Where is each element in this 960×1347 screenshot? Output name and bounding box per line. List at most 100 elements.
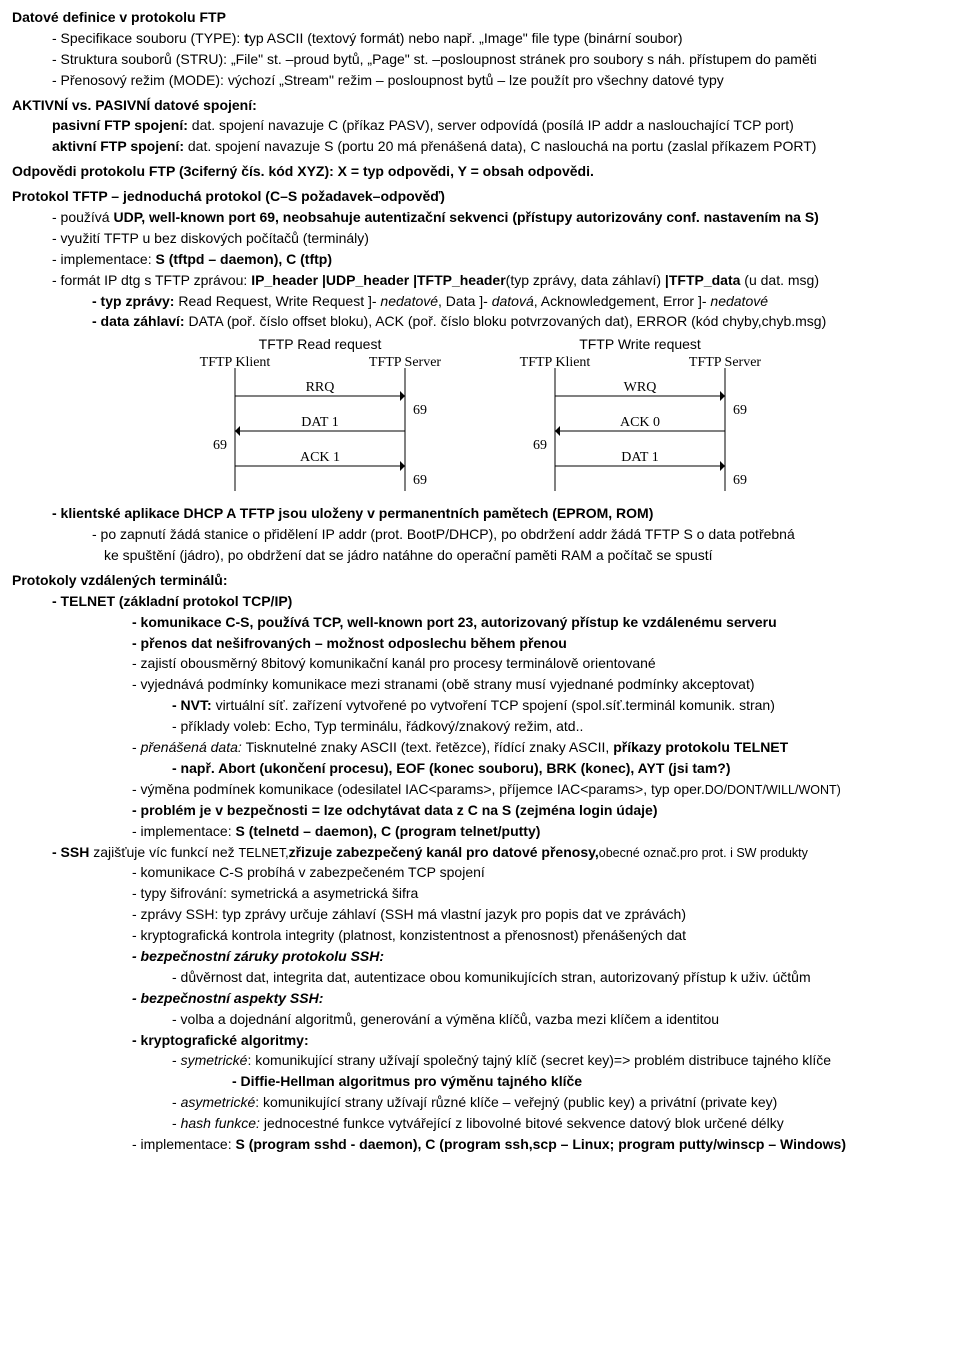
svg-text:69: 69 (733, 403, 747, 418)
text: dat. spojení navazuje S (portu 20 má pře… (188, 138, 817, 154)
line: - přenos dat nešifrovaných – možnost odp… (132, 634, 948, 653)
line: - volba a dojednání algoritmů, generován… (172, 1010, 948, 1029)
text: S (telnetd – daemon), C (program telnet/… (235, 823, 540, 839)
line: - symetrické: komunikující strany užívaj… (172, 1051, 948, 1070)
line: - typy šifrování: symetrická a asymetric… (132, 884, 948, 903)
text: - (172, 1115, 181, 1131)
text: příkazy protokolu TELNET (613, 739, 788, 755)
line: - např. Abort (ukončení procesu), EOF (k… (172, 759, 948, 778)
svg-text:69: 69 (213, 438, 227, 453)
svg-text:69: 69 (533, 438, 547, 453)
text: nedatové (710, 293, 768, 309)
text: pasivní FTP spojení: (52, 117, 192, 133)
text: obecné označ.pro prot. i SW produkty (599, 846, 808, 860)
line: - typ zprávy: Read Request, Write Reques… (92, 292, 948, 311)
text: nedatové (380, 293, 438, 309)
line: - bezpečnostní aspekty SSH: (132, 989, 948, 1008)
text: - (172, 1094, 181, 1110)
text: jednocestné funkce vytvářející z libovol… (264, 1115, 784, 1131)
text: datová (492, 293, 534, 309)
line: - komunikace C-S, používá TCP, well-know… (132, 613, 948, 632)
text: - SSH (52, 844, 93, 860)
text: yp ASCII (textový formát) nebo např. „Im… (249, 30, 683, 46)
heading-telnet: - TELNET (základní protokol TCP/IP) (52, 592, 948, 611)
svg-text:DAT 1: DAT 1 (621, 450, 658, 465)
text: - komuni (132, 864, 186, 880)
line: - vyjednává podmínky komunikace mezi str… (132, 675, 948, 694)
line: - výměna podmínek komunikace (odesilatel… (132, 780, 948, 799)
svg-text:TFTP Server: TFTP Server (689, 356, 762, 370)
text: přenášená data: (141, 739, 246, 755)
text: DO/DONT/WILL/WONT) (705, 783, 841, 797)
text: zřizuje zabezpečený kanál pro datové pře… (289, 844, 599, 860)
line: - bezpečnostní záruky protokolu SSH: (132, 947, 948, 966)
text: (u dat. msg) (744, 272, 819, 288)
text: - Přenosový režim (MODE): (52, 72, 228, 88)
text: - (172, 1052, 181, 1068)
text: Read Request, Write Request ]- (178, 293, 380, 309)
text: aktivní FTP spojení: (52, 138, 188, 154)
svg-text:ACK 0: ACK 0 (620, 415, 660, 430)
line: - klientské aplikace DHCP A TFTP jsou ul… (52, 504, 948, 523)
line: - komunikace C-S probíhá v zabezpečeném … (132, 863, 948, 882)
line: - přenášená data: Tisknutelné znaky ASCI… (132, 738, 948, 757)
line: - asymetrické: komunikující strany užíva… (172, 1093, 948, 1112)
text: - Specifikace souboru (TYPE): (52, 30, 244, 46)
svg-text:WRQ: WRQ (624, 380, 657, 395)
heading-remote-terminals: Protokoly vzdálených terminálů: (12, 571, 948, 590)
line: - problém je v bezpečnosti = lze odchytá… (132, 801, 948, 820)
heading-odpovedi-ftp: Odpovědi protokolu FTP (3ciferný čís. kó… (12, 162, 948, 181)
line: - NVT: virtuální síť. zařízení vytvořené… (172, 696, 948, 715)
text: S (tftpd – daemon), C (tftp) (155, 251, 332, 267)
text: virtuální síť. zařízení vytvořené po vyt… (216, 697, 775, 713)
svg-text:TFTP Server: TFTP Server (369, 356, 442, 370)
line: aktivní FTP spojení: dat. spojení navazu… (52, 137, 948, 156)
text: - bezpečnostní záruky protokolu SSH: (132, 948, 384, 964)
text: : komunikující strany užívají různé klíč… (255, 1094, 777, 1110)
text: - implementace: (132, 823, 235, 839)
tftp-write-diagram: TFTP Write request TFTP KlientTFTP Serve… (500, 335, 780, 496)
text: - NVT: (172, 697, 216, 713)
line: - příklady voleb: Echo, Typ terminálu, ř… (172, 717, 948, 736)
text: - (132, 739, 141, 755)
svg-text:ACK 1: ACK 1 (300, 450, 340, 465)
text: : komunikující strany užívají společný t… (247, 1052, 831, 1068)
sequence-diagram: TFTP KlientTFTP ServerRRQ69DAT 169ACK 16… (180, 356, 460, 496)
line: - po zapnutí žádá stanice o přidělení IP… (92, 525, 948, 544)
text: |TFTP_data (665, 272, 744, 288)
text: IP_header |UDP_header |TFTP_header (251, 272, 505, 288)
heading-aktivni-pasivni: AKTIVNÍ vs. PASIVNÍ datové spojení: (12, 96, 948, 115)
line: - data záhlaví: DATA (poř. číslo offset … (92, 312, 948, 331)
text: - formát IP dtg s TFTP zprávou: (52, 272, 251, 288)
diagram-title: TFTP Write request (500, 335, 780, 354)
svg-text:69: 69 (413, 403, 427, 418)
tftp-read-diagram: TFTP Read request TFTP KlientTFTP Server… (180, 335, 460, 496)
heading-ssh: - SSH zajišťuje víc funkcí než TELNET,zř… (52, 843, 948, 862)
text: výchozí „Stream" režim – posloupnost byt… (228, 72, 724, 88)
line: - Přenosový režim (MODE): výchozí „Strea… (52, 71, 948, 90)
text: - implementace: (132, 1136, 235, 1152)
line: - zajistí obousměrný 8bitový komunikační… (132, 654, 948, 673)
line: - implementace: S (telnetd – daemon), C … (132, 822, 948, 841)
text: , Acknowledgement, Error ]- (534, 293, 711, 309)
text: - používá (52, 209, 113, 225)
line: - důvěrnost dat, integrita dat, autentiz… (172, 968, 948, 987)
line: - implementace: S (program sshd - daemon… (132, 1135, 948, 1154)
line: - kryptografická kontrola integrity (pla… (132, 926, 948, 945)
text: DATA (poř. číslo offset bloku), ACK (poř… (188, 313, 636, 329)
svg-text:69: 69 (413, 473, 427, 488)
line: - Specifikace souboru (TYPE): typ ASCII … (52, 29, 948, 48)
text: (typ zprávy, data záhlaví) (506, 272, 665, 288)
line: - formát IP dtg s TFTP zprávou: IP_heade… (52, 271, 948, 290)
text: zajišťuje víc funkcí než (93, 844, 238, 860)
heading-tftp: Protokol TFTP – jednoduchá protokol (C–S… (12, 187, 948, 206)
text: asymetrické (181, 1094, 256, 1110)
text: - výměna podmínek komunikace (odesilatel… (132, 781, 705, 797)
sequence-diagram: TFTP KlientTFTP ServerWRQ69ACK 069DAT 16… (500, 356, 780, 496)
line: pasivní FTP spojení: dat. spojení navazu… (52, 116, 948, 135)
tftp-diagrams: TFTP Read request TFTP KlientTFTP Server… (12, 335, 948, 496)
line: - používá UDP, well-known port 69, neobs… (52, 208, 948, 227)
text: Tisknutelné znaky (246, 739, 361, 755)
text: ERROR (kód chyby,chyb.msg) (637, 313, 827, 329)
svg-text:69: 69 (733, 473, 747, 488)
